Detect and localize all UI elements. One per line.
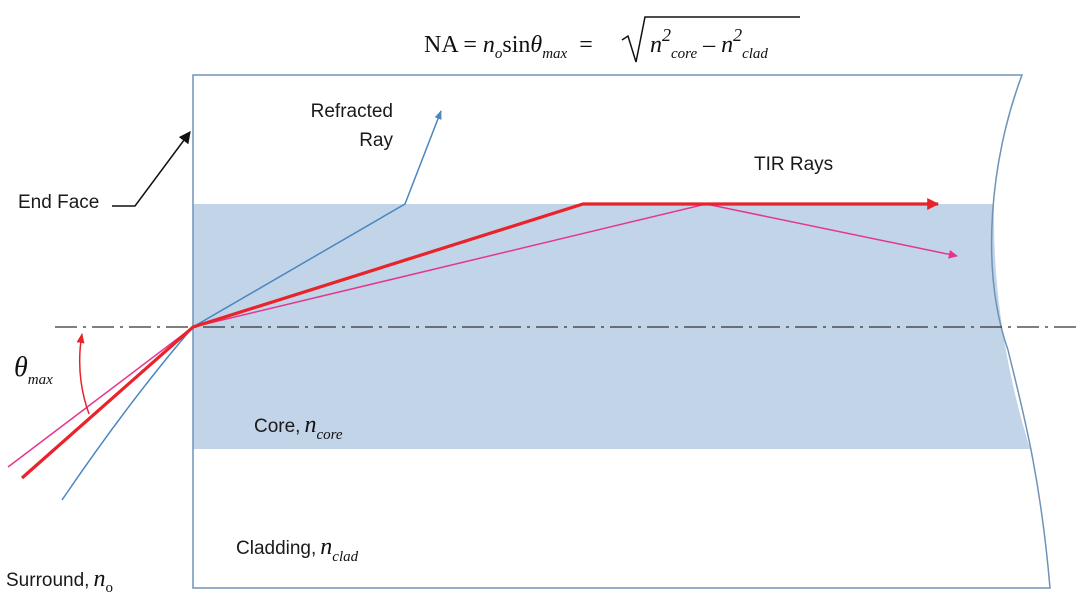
sqrt-contents: n2core – n2clad	[650, 25, 768, 64]
core-label: Core, ncore	[254, 412, 343, 443]
na-equation: NA = nosinθmax =	[424, 32, 593, 64]
theta-angle-arrow	[76, 333, 90, 415]
fiber-outline	[192, 74, 1051, 589]
tir-rays-label: TIR Rays	[754, 154, 833, 175]
theta-max-label: θmax	[14, 352, 53, 388]
end-face-pointer	[112, 131, 191, 207]
refracted-ray-label-line1: Refracted	[311, 101, 393, 122]
surround-label: Surround, no	[6, 566, 113, 596]
end-face-label: End Face	[18, 192, 99, 213]
sqrt-symbol	[621, 16, 800, 63]
tir-ray	[20, 198, 940, 480]
refracted-ray-label-line2: Ray	[359, 130, 393, 151]
cladding-label: Cladding, nclad	[236, 534, 359, 565]
pink-ray	[7, 203, 958, 468]
